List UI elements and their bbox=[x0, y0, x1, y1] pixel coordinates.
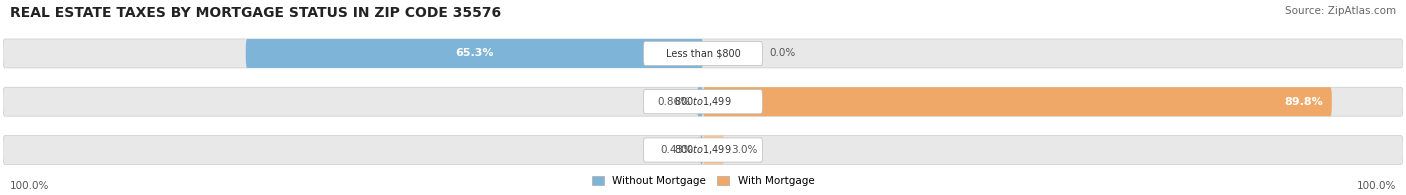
Text: $800 to $1,499: $800 to $1,499 bbox=[675, 144, 731, 156]
FancyBboxPatch shape bbox=[246, 39, 703, 68]
Text: 0.86%: 0.86% bbox=[657, 97, 690, 107]
Text: $800 to $1,499: $800 to $1,499 bbox=[675, 95, 731, 108]
FancyBboxPatch shape bbox=[3, 87, 1403, 116]
FancyBboxPatch shape bbox=[3, 136, 1403, 164]
Text: 3.0%: 3.0% bbox=[731, 145, 758, 155]
Text: 89.8%: 89.8% bbox=[1285, 97, 1323, 107]
Text: 0.43%: 0.43% bbox=[659, 145, 693, 155]
FancyBboxPatch shape bbox=[703, 136, 724, 164]
Legend: Without Mortgage, With Mortgage: Without Mortgage, With Mortgage bbox=[588, 172, 818, 190]
FancyBboxPatch shape bbox=[644, 41, 762, 66]
Text: 65.3%: 65.3% bbox=[456, 48, 494, 58]
FancyBboxPatch shape bbox=[3, 39, 1403, 68]
FancyBboxPatch shape bbox=[700, 136, 703, 164]
Text: REAL ESTATE TAXES BY MORTGAGE STATUS IN ZIP CODE 35576: REAL ESTATE TAXES BY MORTGAGE STATUS IN … bbox=[10, 6, 501, 20]
Text: 0.0%: 0.0% bbox=[769, 48, 796, 58]
FancyBboxPatch shape bbox=[697, 87, 703, 116]
Text: 100.0%: 100.0% bbox=[10, 181, 49, 191]
FancyBboxPatch shape bbox=[644, 90, 762, 114]
Text: Source: ZipAtlas.com: Source: ZipAtlas.com bbox=[1285, 6, 1396, 16]
Text: 100.0%: 100.0% bbox=[1357, 181, 1396, 191]
Text: Less than $800: Less than $800 bbox=[665, 48, 741, 58]
FancyBboxPatch shape bbox=[644, 138, 762, 162]
FancyBboxPatch shape bbox=[703, 87, 1331, 116]
